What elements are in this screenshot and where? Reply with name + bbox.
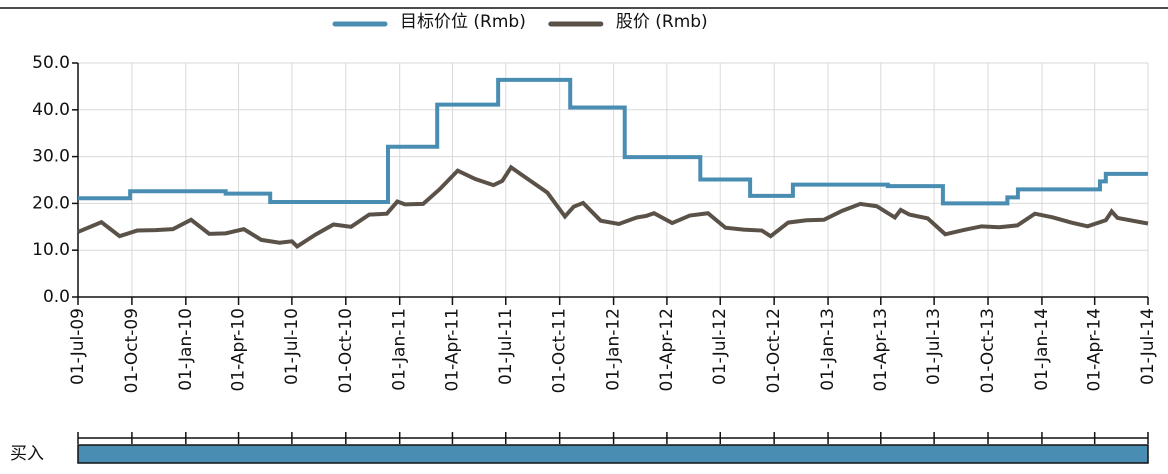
x-tick-label: 01-Jan-14 (1032, 308, 1052, 391)
x-tick-label: 01-Apr-12 (657, 308, 677, 391)
y-tick-label: 0.0 (43, 287, 70, 307)
y-tick-label: 40.0 (32, 100, 70, 120)
x-tick-label: 01-Oct-09 (122, 308, 142, 393)
x-tick-label: 01-Jan-12 (604, 308, 624, 391)
x-tick-label: 01-Jan-11 (390, 308, 410, 391)
series-line (77, 164, 1149, 250)
x-tick-label: 01-Jan-10 (176, 308, 196, 391)
rating-label: 买入 (10, 444, 44, 464)
rating-bar (77, 444, 1149, 464)
legend-label: 目标价位 (Rmb) (400, 12, 526, 32)
x-tick-label: 01-Apr-14 (1085, 308, 1105, 391)
x-tick-label: 01-Apr-13 (871, 308, 891, 391)
y-tick-label: 20.0 (32, 193, 70, 213)
x-tick-label: 01-Apr-11 (442, 308, 462, 391)
legend-label: 股价 (Rmb) (616, 12, 708, 32)
x-tick-label: 01-Jul-11 (496, 308, 516, 385)
x-tick-label: 01-Jul-14 (1138, 308, 1158, 385)
x-tick-label: 01-Oct-10 (336, 308, 356, 393)
x-tick-label: 01-Jul-12 (710, 308, 730, 385)
x-tick-label: 01-Oct-11 (550, 308, 570, 393)
series-line (78, 77, 1148, 206)
y-tick-label: 30.0 (32, 147, 70, 167)
x-tick-label: 01-Oct-12 (764, 308, 784, 393)
x-tick-label: 01-Jul-13 (924, 308, 944, 385)
x-tick-label: 01-Jul-10 (282, 308, 302, 385)
y-tick-label: 10.0 (32, 240, 70, 260)
x-tick-label: 01-Jan-13 (818, 308, 838, 391)
x-tick-label: 01-Jul-09 (68, 308, 88, 385)
x-tick-label: 01-Apr-10 (229, 308, 249, 391)
x-tick-label: 01-Oct-13 (978, 308, 998, 393)
y-tick-label: 50.0 (32, 53, 70, 73)
